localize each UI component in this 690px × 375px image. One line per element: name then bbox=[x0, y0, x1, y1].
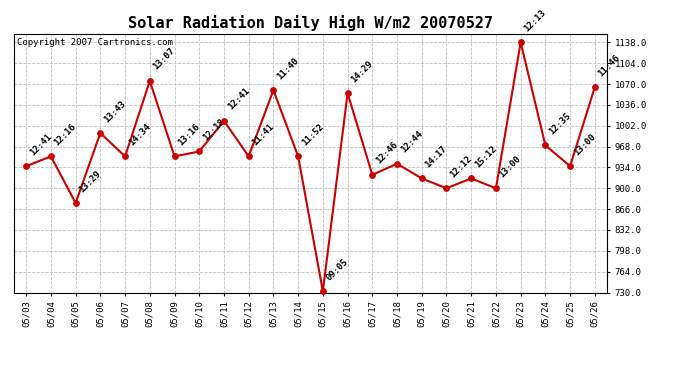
Point bbox=[515, 39, 526, 45]
Point bbox=[219, 118, 230, 124]
Point bbox=[491, 185, 502, 191]
Text: 14:34: 14:34 bbox=[127, 122, 152, 147]
Point bbox=[243, 153, 254, 159]
Text: 12:41: 12:41 bbox=[28, 132, 53, 157]
Text: 11:41: 11:41 bbox=[250, 122, 276, 147]
Text: 11:46: 11:46 bbox=[597, 53, 622, 78]
Point bbox=[540, 142, 551, 148]
Point bbox=[391, 161, 402, 167]
Text: 14:17: 14:17 bbox=[424, 144, 449, 170]
Text: 15:12: 15:12 bbox=[473, 144, 498, 170]
Point bbox=[95, 130, 106, 136]
Text: 13:07: 13:07 bbox=[152, 46, 177, 72]
Text: 12:18: 12:18 bbox=[201, 117, 226, 142]
Point bbox=[46, 153, 57, 159]
Point bbox=[293, 153, 304, 159]
Text: 09:05: 09:05 bbox=[324, 257, 350, 282]
Point bbox=[70, 200, 81, 206]
Point bbox=[466, 176, 477, 181]
Text: 12:44: 12:44 bbox=[399, 129, 424, 154]
Text: 13:43: 13:43 bbox=[102, 99, 128, 124]
Point bbox=[342, 90, 353, 96]
Point bbox=[367, 172, 378, 178]
Text: 11:40: 11:40 bbox=[275, 56, 301, 81]
Point bbox=[317, 288, 328, 294]
Point bbox=[119, 153, 130, 159]
Point bbox=[21, 163, 32, 169]
Text: 12:12: 12:12 bbox=[448, 154, 473, 179]
Point bbox=[416, 176, 427, 181]
Text: 12:13: 12:13 bbox=[522, 8, 548, 33]
Text: 12:41: 12:41 bbox=[226, 86, 251, 112]
Text: 13:29: 13:29 bbox=[77, 168, 103, 194]
Title: Solar Radiation Daily High W/m2 20070527: Solar Radiation Daily High W/m2 20070527 bbox=[128, 15, 493, 31]
Point bbox=[169, 153, 180, 159]
Point bbox=[268, 87, 279, 93]
Text: 13:00: 13:00 bbox=[572, 132, 598, 157]
Text: 12:46: 12:46 bbox=[374, 140, 400, 166]
Text: 13:16: 13:16 bbox=[176, 122, 201, 147]
Text: 13:00: 13:00 bbox=[497, 154, 523, 179]
Point bbox=[589, 84, 600, 90]
Point bbox=[441, 185, 452, 191]
Text: 12:16: 12:16 bbox=[52, 122, 78, 147]
Point bbox=[194, 148, 205, 154]
Text: 11:52: 11:52 bbox=[300, 122, 325, 147]
Point bbox=[144, 78, 155, 84]
Text: 12:35: 12:35 bbox=[547, 111, 573, 136]
Point bbox=[564, 163, 575, 169]
Text: 14:29: 14:29 bbox=[349, 59, 375, 84]
Text: Copyright 2007 Cartronics.com: Copyright 2007 Cartronics.com bbox=[17, 38, 172, 46]
